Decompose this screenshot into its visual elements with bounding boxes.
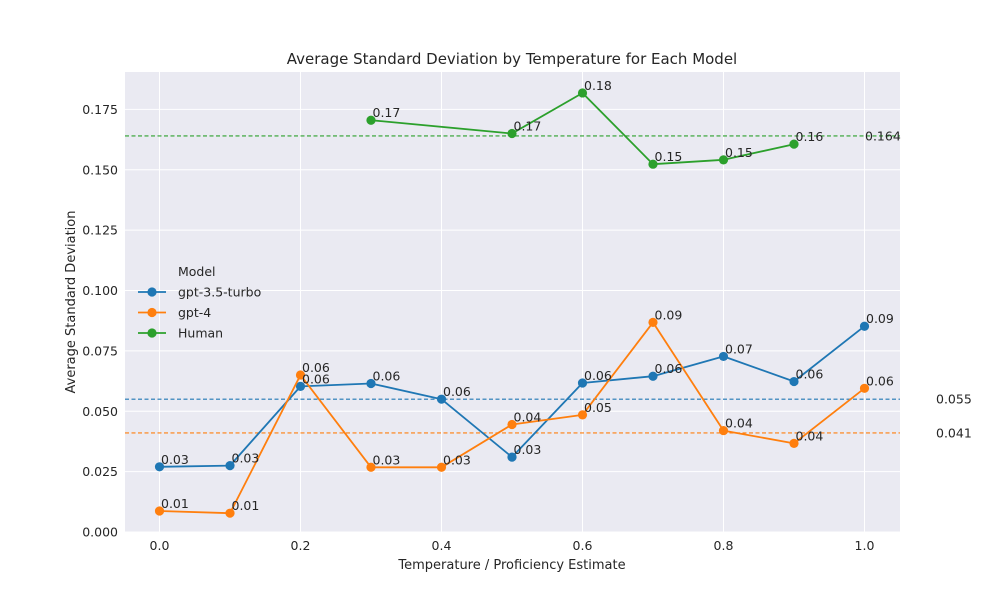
data-point — [577, 378, 588, 388]
data-point — [366, 462, 376, 472]
data-point — [648, 317, 658, 327]
data-label: 0.17 — [373, 105, 401, 120]
y-tick-label: 0.000 — [82, 525, 118, 540]
data-point — [789, 376, 799, 387]
legend-marker — [147, 328, 157, 338]
data-label: 0.03 — [232, 451, 260, 466]
data-label: 0.18 — [584, 78, 612, 93]
data-label: 0.04 — [796, 428, 824, 443]
data-label: 0.03 — [161, 452, 189, 467]
data-label: 0.05 — [584, 400, 612, 415]
y-tick-label: 0.075 — [82, 343, 118, 358]
series-group — [154, 88, 870, 518]
data-point — [507, 128, 517, 139]
x-tick-label: 0.4 — [432, 538, 452, 553]
chart-title: Average Standard Deviation by Temperatur… — [287, 50, 737, 68]
data-label: 0.04 — [514, 410, 542, 425]
data-point — [507, 452, 517, 462]
data-label: 0.15 — [725, 145, 753, 160]
y-axis-label: Average Standard Deviation — [64, 211, 79, 394]
data-label: 0.03 — [514, 442, 542, 457]
data-label: 0.06 — [302, 371, 330, 386]
y-tick-label: 0.175 — [82, 102, 118, 117]
legend-marker — [147, 287, 157, 297]
data-label: 0.01 — [232, 498, 260, 513]
data-label: 0.06 — [302, 360, 330, 375]
data-label: 0.06 — [443, 384, 471, 399]
x-axis-ticks: 0.0 0.2 0.4 0.6 0.8 1.0 — [150, 538, 875, 553]
data-point — [718, 155, 729, 165]
legend-marker — [147, 307, 157, 318]
reference-line-label: 0.055 — [936, 392, 972, 407]
legend-title: Model — [178, 264, 216, 279]
data-label: 0.04 — [725, 416, 753, 431]
data-point — [648, 159, 658, 169]
data-label: 0.06 — [866, 373, 894, 388]
x-tick-label: 0.0 — [150, 538, 170, 553]
legend-entry: Human — [178, 326, 223, 341]
data-label: 0.15 — [655, 149, 683, 164]
data-point — [648, 371, 658, 381]
data-label: 0.01 — [161, 496, 189, 511]
data-point — [154, 462, 165, 472]
data-label: 0.03 — [373, 452, 401, 467]
data-point — [718, 425, 729, 436]
grid — [125, 72, 900, 533]
reference-lines: 0.164 0.055 0.041 — [125, 128, 972, 440]
reference-line-label: 0.041 — [936, 425, 972, 440]
data-point — [225, 460, 235, 471]
series-line-2 — [370, 92, 795, 166]
data-label: 0.16 — [796, 129, 824, 144]
point-labels: 0.03 0.030.06 0.060.060.030.06 0.060.070.06… — [161, 78, 894, 513]
data-point — [154, 506, 165, 516]
y-axis-ticks: 0.000 0.025 0.050 0.075 0.100 0.125 0.150 0.175 — [82, 102, 118, 540]
data-label: 0.07 — [725, 341, 753, 356]
x-tick-label: 1.0 — [855, 538, 875, 553]
x-tick-label: 0.2 — [291, 538, 311, 553]
legend-entry: gpt-3.5-turbo — [178, 285, 261, 300]
legend: Model gpt-3.5-turbo gpt-4 Human — [138, 264, 261, 341]
data-point — [577, 410, 588, 420]
data-point — [507, 419, 517, 430]
data-point — [366, 378, 376, 389]
y-tick-label: 0.150 — [82, 162, 118, 177]
data-point — [225, 508, 235, 518]
data-point — [366, 115, 376, 125]
data-label: 0.17 — [514, 119, 542, 134]
y-tick-label: 0.050 — [82, 404, 118, 419]
y-tick-label: 0.125 — [82, 223, 118, 238]
data-label: 0.06 — [373, 368, 401, 383]
y-tick-label: 0.100 — [82, 283, 118, 298]
data-point — [859, 321, 870, 331]
x-axis-label: Temperature / Proficiency Estimate — [397, 558, 625, 573]
data-point — [295, 370, 306, 380]
x-tick-label: 0.8 — [714, 538, 734, 553]
data-label: 0.06 — [584, 368, 612, 383]
data-label: 0.09 — [655, 307, 683, 322]
reference-line-label: 0.164 — [865, 128, 901, 143]
data-point — [295, 381, 306, 391]
data-point — [789, 139, 799, 149]
data-label: 0.06 — [796, 367, 824, 382]
data-point — [577, 88, 588, 98]
data-point — [718, 351, 729, 362]
data-point — [436, 394, 447, 404]
data-label: 0.09 — [866, 311, 894, 326]
data-label: 0.03 — [443, 452, 471, 467]
data-point — [859, 383, 870, 393]
data-label: 0.06 — [655, 361, 683, 376]
y-tick-label: 0.025 — [82, 464, 118, 479]
x-tick-label: 0.6 — [573, 538, 593, 553]
data-point — [436, 462, 447, 472]
legend-entry: gpt-4 — [178, 305, 211, 320]
data-point — [789, 438, 799, 448]
